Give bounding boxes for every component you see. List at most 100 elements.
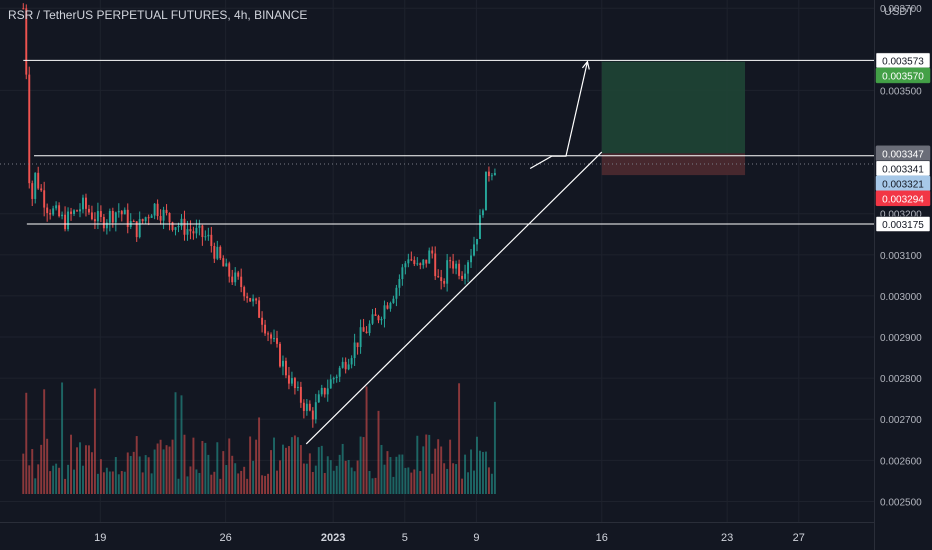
volume-bar bbox=[308, 453, 311, 494]
volume-bar bbox=[150, 473, 153, 494]
volume-bar bbox=[305, 463, 308, 494]
candle-body bbox=[446, 260, 449, 284]
candle-body bbox=[64, 214, 67, 230]
candle-body bbox=[282, 360, 284, 367]
candle-body bbox=[258, 300, 261, 318]
volume-bar bbox=[108, 471, 111, 494]
y-tick-label: 0.003500 bbox=[880, 86, 922, 97]
candle-body bbox=[434, 253, 437, 277]
volume-bar bbox=[120, 471, 123, 494]
volume-bar bbox=[249, 436, 252, 494]
candle-body bbox=[302, 402, 305, 411]
candle-body bbox=[449, 260, 452, 262]
candle-body bbox=[222, 258, 225, 267]
time-axis[interactable]: 19 26 2023 5 9 16 23 27 bbox=[94, 532, 805, 544]
candle-body bbox=[261, 317, 264, 325]
currency-label: USDT bbox=[884, 6, 914, 18]
candle-body bbox=[276, 338, 278, 344]
volume-bar bbox=[49, 471, 52, 494]
candle-body bbox=[311, 410, 314, 420]
volume-bar bbox=[67, 464, 70, 494]
volume-bar bbox=[84, 445, 87, 494]
volume-bar bbox=[31, 449, 34, 494]
candle-body bbox=[126, 209, 129, 227]
volume-bar bbox=[180, 395, 183, 494]
candle-body bbox=[416, 263, 419, 265]
candle-body bbox=[108, 210, 111, 223]
candle-body bbox=[84, 197, 87, 209]
candle-body bbox=[365, 331, 368, 334]
volume-bar bbox=[458, 383, 461, 494]
volume-bar bbox=[198, 472, 201, 494]
y-tick-label: 0.002600 bbox=[880, 456, 922, 467]
price-level-label: 0.003573 bbox=[882, 56, 924, 67]
candle-body bbox=[147, 217, 150, 219]
volume-bar bbox=[102, 472, 105, 494]
candle-body bbox=[356, 342, 359, 348]
volume-bar bbox=[389, 457, 392, 494]
volume-bar bbox=[111, 471, 114, 494]
volume-bar bbox=[455, 464, 458, 494]
volume-bar bbox=[96, 473, 99, 494]
volume-bar bbox=[90, 452, 93, 494]
volume-bar bbox=[174, 392, 177, 494]
volume-bar bbox=[93, 388, 96, 494]
volume-bar bbox=[377, 410, 380, 494]
candle-body bbox=[162, 209, 165, 221]
candle-body bbox=[279, 343, 281, 367]
volume-bar bbox=[70, 434, 73, 494]
price-level-tag bbox=[875, 190, 931, 207]
volume-bar bbox=[386, 451, 389, 494]
y-tick-label: 0.002700 bbox=[880, 415, 922, 426]
volume-bar bbox=[467, 472, 470, 494]
candle-body bbox=[437, 276, 440, 278]
candle-body bbox=[225, 263, 228, 267]
candle-body bbox=[425, 259, 428, 264]
candle-body bbox=[171, 222, 174, 230]
volume-bar bbox=[255, 439, 258, 494]
y-tick-label: 0.002900 bbox=[880, 333, 922, 344]
candle-body bbox=[141, 219, 144, 222]
volume-bar bbox=[398, 454, 401, 494]
candle-body bbox=[314, 402, 317, 420]
volume-bar bbox=[428, 434, 431, 494]
volume-bar bbox=[350, 467, 353, 494]
candle-body bbox=[177, 226, 180, 228]
volume-bar bbox=[392, 476, 395, 494]
candle-body bbox=[338, 367, 341, 377]
volume-bar bbox=[446, 468, 449, 494]
candle-body bbox=[40, 188, 43, 191]
volume-bar bbox=[22, 453, 25, 494]
volume-bar bbox=[440, 446, 443, 494]
candle-body bbox=[404, 263, 407, 268]
candle-body bbox=[237, 272, 240, 277]
candle-body bbox=[52, 208, 55, 215]
volume-bar bbox=[34, 478, 37, 494]
candle-body bbox=[87, 208, 90, 213]
volume-bar bbox=[201, 440, 204, 494]
price-level-label: 0.003570 bbox=[882, 71, 924, 82]
volume-bar bbox=[186, 476, 189, 494]
candle-body bbox=[305, 403, 308, 411]
volume-bar bbox=[279, 460, 281, 494]
projection-path bbox=[529, 61, 589, 170]
x-tick-label: 27 bbox=[793, 532, 805, 544]
volume-bar bbox=[162, 449, 165, 494]
volume-bar bbox=[287, 446, 290, 494]
candle-body bbox=[55, 205, 58, 209]
candle-body bbox=[213, 246, 216, 259]
candle-body bbox=[407, 259, 410, 264]
candle-body bbox=[150, 215, 153, 218]
volume-bar bbox=[177, 478, 180, 494]
x-tick-label: 9 bbox=[473, 532, 479, 544]
candle-body bbox=[159, 216, 162, 221]
volume-bar bbox=[326, 456, 329, 494]
candle-body bbox=[67, 211, 70, 230]
volume-bar bbox=[365, 386, 368, 494]
trendline bbox=[305, 151, 603, 445]
price-axis[interactable]: 0.002500 0.002600 0.002700 0.002800 0.002900… bbox=[875, 4, 931, 508]
volume-bar bbox=[264, 475, 267, 494]
volume-bar bbox=[210, 474, 213, 494]
volume-bar bbox=[132, 451, 135, 494]
